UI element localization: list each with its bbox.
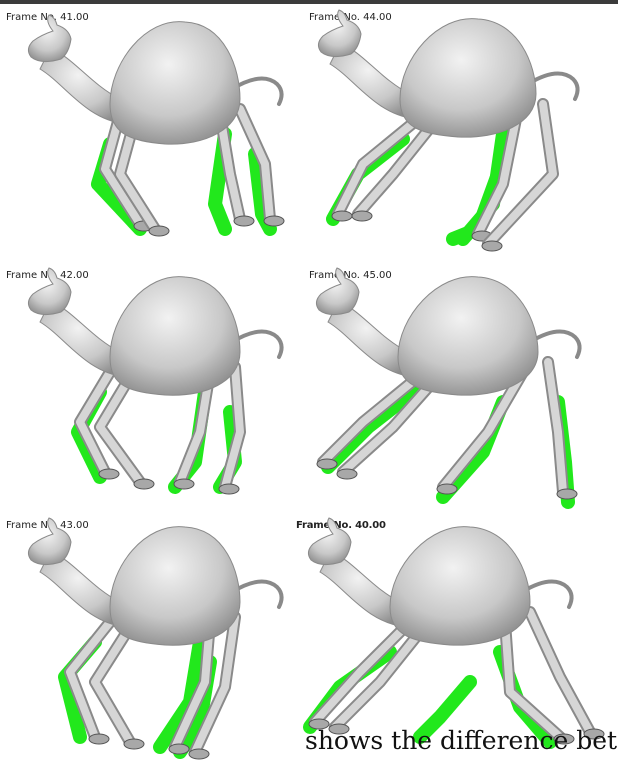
camel-tail	[520, 579, 574, 609]
camel-leg-highlight	[501, 618, 564, 741]
camel-leg-highlight	[216, 110, 244, 223]
camel-hoof	[88, 733, 110, 745]
camel-head	[315, 267, 360, 316]
camel-neck	[39, 301, 126, 378]
frame-panel-45: Frame No. 45.00	[303, 262, 603, 512]
frame-panel-42: Frame No. 42.00	[0, 262, 300, 512]
camel-neck	[319, 551, 406, 628]
camel-hoof	[98, 468, 120, 480]
camel-hoof	[351, 210, 373, 222]
camel-hoof	[308, 718, 330, 730]
camel-hoof	[148, 225, 170, 237]
camel-hoof	[168, 743, 190, 755]
camel-leg-highlight	[319, 373, 422, 466]
camel-tail	[526, 71, 580, 101]
camel-leg-highlight	[474, 105, 522, 238]
camel-tail	[230, 76, 284, 106]
frame-panel-44: Frame No. 44.00	[303, 4, 603, 254]
frame-label: Frame No. 41.00	[6, 12, 89, 23]
camel-leg-highlight	[439, 368, 527, 491]
camel-leg-highlight	[311, 623, 409, 726]
camel-body	[389, 526, 531, 646]
camel-hoof	[316, 458, 338, 470]
camel-neck	[329, 43, 416, 120]
camel-body	[109, 21, 241, 145]
camel-neck	[39, 551, 126, 628]
camel-hoof	[263, 215, 285, 227]
camel-leg-highlight	[331, 628, 424, 731]
camel-leg-highlight	[236, 105, 274, 223]
camel-leg-highlight	[91, 623, 134, 746]
camel-body	[109, 276, 241, 396]
camel-hoof	[553, 733, 575, 745]
frame-label: Frame No. 43.00	[6, 520, 89, 531]
camel-head	[27, 267, 72, 316]
camel-head	[27, 14, 72, 63]
frame-label: Frame No. 42.00	[6, 270, 89, 281]
camel-leg-highlight	[526, 608, 594, 736]
camel-leg-highlight	[354, 120, 437, 218]
camel-leg-highlight	[334, 115, 422, 218]
camel-hoof	[123, 738, 145, 750]
camel-render-41	[27, 14, 285, 237]
camel-head	[317, 9, 362, 58]
camel-hoof	[328, 723, 350, 735]
camel-leg-highlight	[221, 363, 244, 491]
camel-tail	[230, 579, 284, 609]
camel-hoof	[188, 748, 210, 760]
camel-hoof	[481, 240, 503, 252]
top-border-bar	[0, 0, 618, 4]
camel-leg-highlight	[339, 378, 437, 476]
camel-leg-highlight	[101, 110, 144, 228]
camel-leg-highlight	[191, 613, 239, 756]
camel-render-40	[303, 517, 605, 749]
camel-render-42	[27, 267, 284, 495]
camel-body	[109, 526, 241, 646]
camel-body	[397, 276, 539, 396]
camel-leg-highlight	[66, 618, 114, 741]
camel-render-43	[27, 517, 284, 760]
frame-label: Frame No. 45.00	[309, 270, 392, 281]
camel-hoof	[436, 483, 458, 495]
camel-leg-highlight	[96, 373, 144, 486]
frame-panel-40: Frame No. 40.00	[290, 512, 605, 762]
frame-label: Frame No. 44.00	[309, 12, 392, 23]
camel-hoof	[583, 728, 605, 740]
camel-hoof	[336, 468, 358, 480]
camel-hoof	[133, 478, 155, 490]
camel-leg	[499, 616, 566, 743]
camel-body	[399, 18, 537, 138]
camel-hoof	[218, 483, 240, 495]
frame-panel-43: Frame No. 43.00	[0, 512, 300, 762]
camel-neck	[327, 301, 414, 378]
camel-render-44	[317, 9, 580, 252]
ghost-leg	[321, 385, 420, 474]
camel-head	[307, 517, 352, 566]
camel-leg-highlight	[76, 368, 114, 476]
camel-leg-highlight	[544, 358, 567, 496]
camel-hoof	[173, 478, 195, 490]
camel-leg-highlight	[176, 368, 214, 486]
camel-hoof	[233, 215, 255, 227]
camel-head	[27, 517, 72, 566]
camel-neck	[39, 48, 126, 125]
frame-panel-41: Frame No. 41.00	[0, 4, 300, 254]
camel-hoof	[331, 210, 353, 222]
camel-render-45	[315, 267, 582, 509]
caption-text: shows the difference bet	[305, 726, 618, 755]
camel-tail	[230, 329, 284, 359]
camel-leg-highlight	[484, 100, 557, 248]
camel-tail	[528, 329, 582, 359]
ghost-leg	[413, 675, 477, 744]
camel-leg-highlight	[171, 618, 214, 751]
frame-label: Frame No. 40.00	[296, 520, 386, 531]
camel-hoof	[556, 488, 578, 500]
